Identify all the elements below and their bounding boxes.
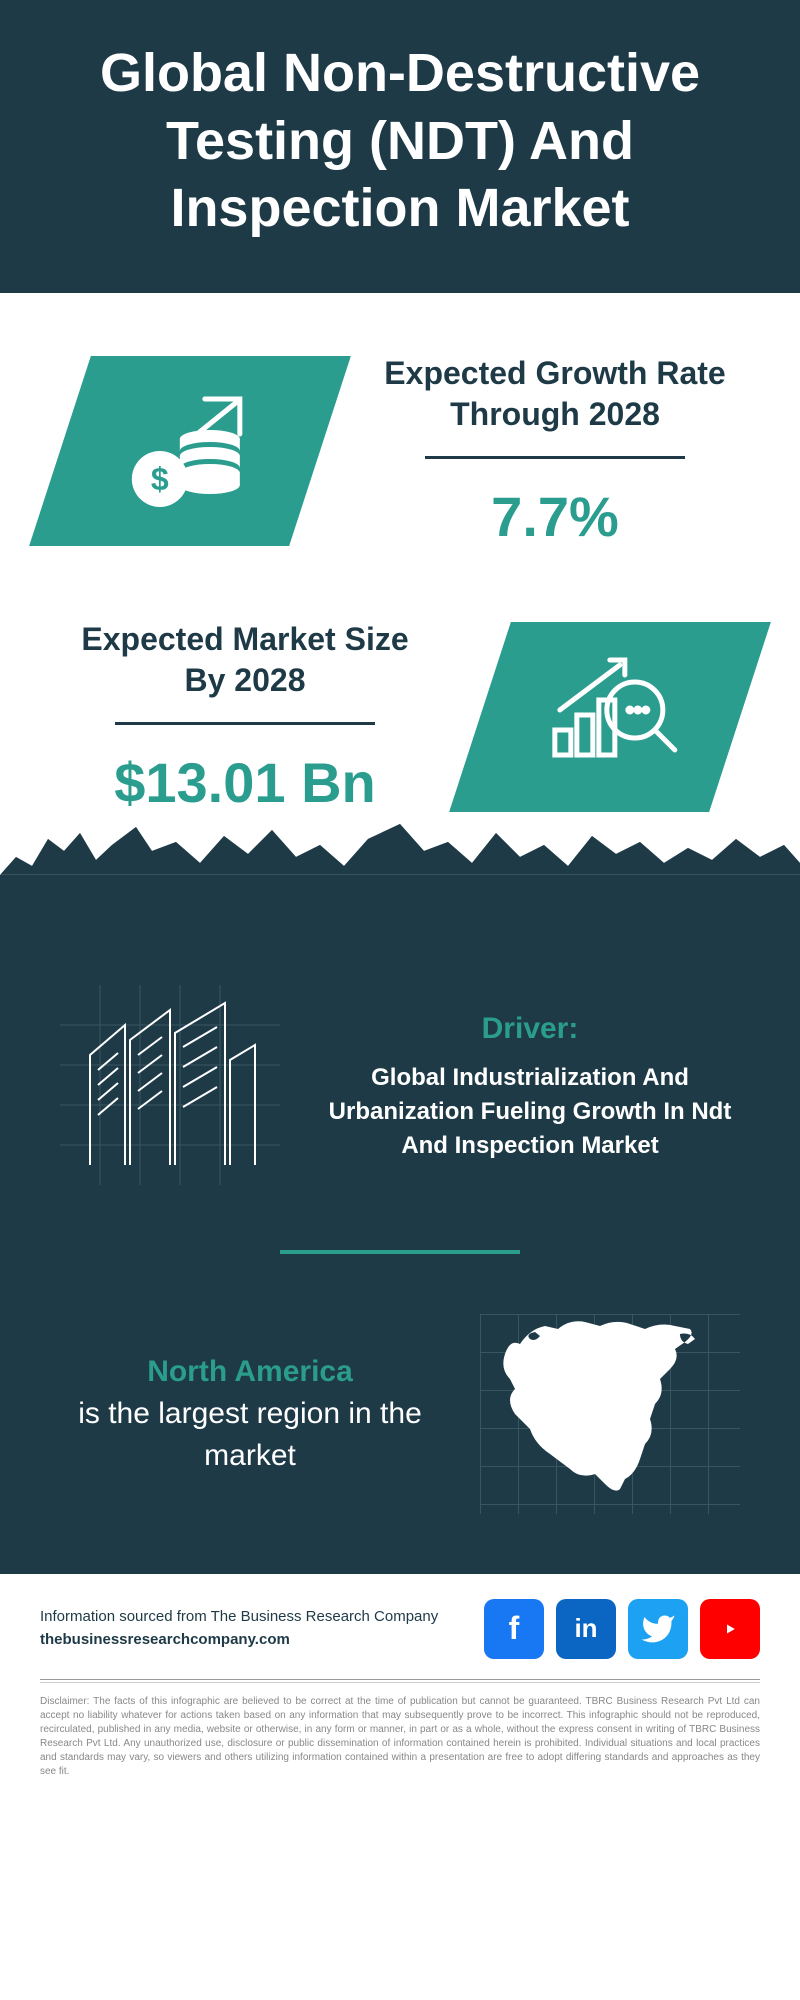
- skyline-divider: [0, 875, 800, 965]
- region-text-block: North America is the largest region in t…: [60, 1351, 440, 1477]
- growth-icon-box: $: [29, 356, 351, 546]
- footer-divider2: [40, 1682, 760, 1683]
- region-subtitle: is the largest region in the market: [78, 1397, 422, 1472]
- driver-row: Driver: Global Industrialization And Urb…: [60, 985, 740, 1190]
- dark-section: Driver: Global Industrialization And Urb…: [0, 965, 800, 1574]
- twitter-icon[interactable]: [628, 1599, 688, 1659]
- driver-description: Global Industrialization And Urbanizatio…: [320, 1061, 740, 1162]
- growth-rate-row: $ Expected Growth Rate Through 2028 7.7%: [60, 353, 740, 549]
- social-icons: f in: [484, 1599, 760, 1659]
- driver-text-block: Driver: Global Industrialization And Urb…: [320, 1012, 740, 1162]
- growth-rate-value: 7.7%: [370, 484, 740, 549]
- market-size-row: Expected Market Size By 2028 $13.01 Bn: [60, 619, 740, 815]
- north-america-map-icon: [480, 1314, 740, 1514]
- footer: Information sourced from The Business Re…: [0, 1574, 800, 1799]
- buildings-icon-box: [60, 985, 280, 1190]
- linkedin-label: in: [574, 1613, 597, 1644]
- source-line2: thebusinessresearchcompany.com: [40, 1631, 290, 1648]
- growth-rate-stat: Expected Growth Rate Through 2028 7.7%: [370, 353, 740, 549]
- footer-divider: [40, 1679, 760, 1680]
- map-box: [480, 1314, 740, 1514]
- disclaimer-text: Disclaimer: The facts of this infographi…: [40, 1695, 760, 1779]
- footer-top-row: Information sourced from The Business Re…: [40, 1599, 760, 1659]
- teal-divider: [280, 1250, 520, 1254]
- divider: [425, 456, 685, 459]
- chart-icon-box: [449, 622, 771, 812]
- facebook-icon[interactable]: f: [484, 1599, 544, 1659]
- chart-magnify-icon: [535, 649, 685, 779]
- region-highlight: North America: [147, 1355, 353, 1388]
- dollar-growth-icon: $: [115, 383, 265, 513]
- buildings-icon: [60, 985, 280, 1185]
- header-banner: Global Non-Destructive Testing (NDT) And…: [0, 0, 800, 293]
- facebook-label: f: [509, 1610, 520, 1647]
- driver-label: Driver:: [320, 1012, 740, 1046]
- market-size-stat: Expected Market Size By 2028 $13.01 Bn: [60, 619, 430, 815]
- linkedin-icon[interactable]: in: [556, 1599, 616, 1659]
- region-row: North America is the largest region in t…: [60, 1314, 740, 1514]
- divider: [115, 722, 375, 725]
- svg-text:$: $: [151, 460, 169, 496]
- market-size-label: Expected Market Size By 2028: [60, 619, 430, 702]
- market-size-value: $13.01 Bn: [60, 750, 430, 815]
- youtube-icon[interactable]: [700, 1599, 760, 1659]
- source-text: Information sourced from The Business Re…: [40, 1606, 438, 1651]
- growth-rate-label: Expected Growth Rate Through 2028: [370, 353, 740, 436]
- source-line1: Information sourced from The Business Re…: [40, 1608, 438, 1625]
- stats-section: $ Expected Growth Rate Through 2028 7.7%…: [0, 293, 800, 875]
- page-title: Global Non-Destructive Testing (NDT) And…: [50, 40, 750, 243]
